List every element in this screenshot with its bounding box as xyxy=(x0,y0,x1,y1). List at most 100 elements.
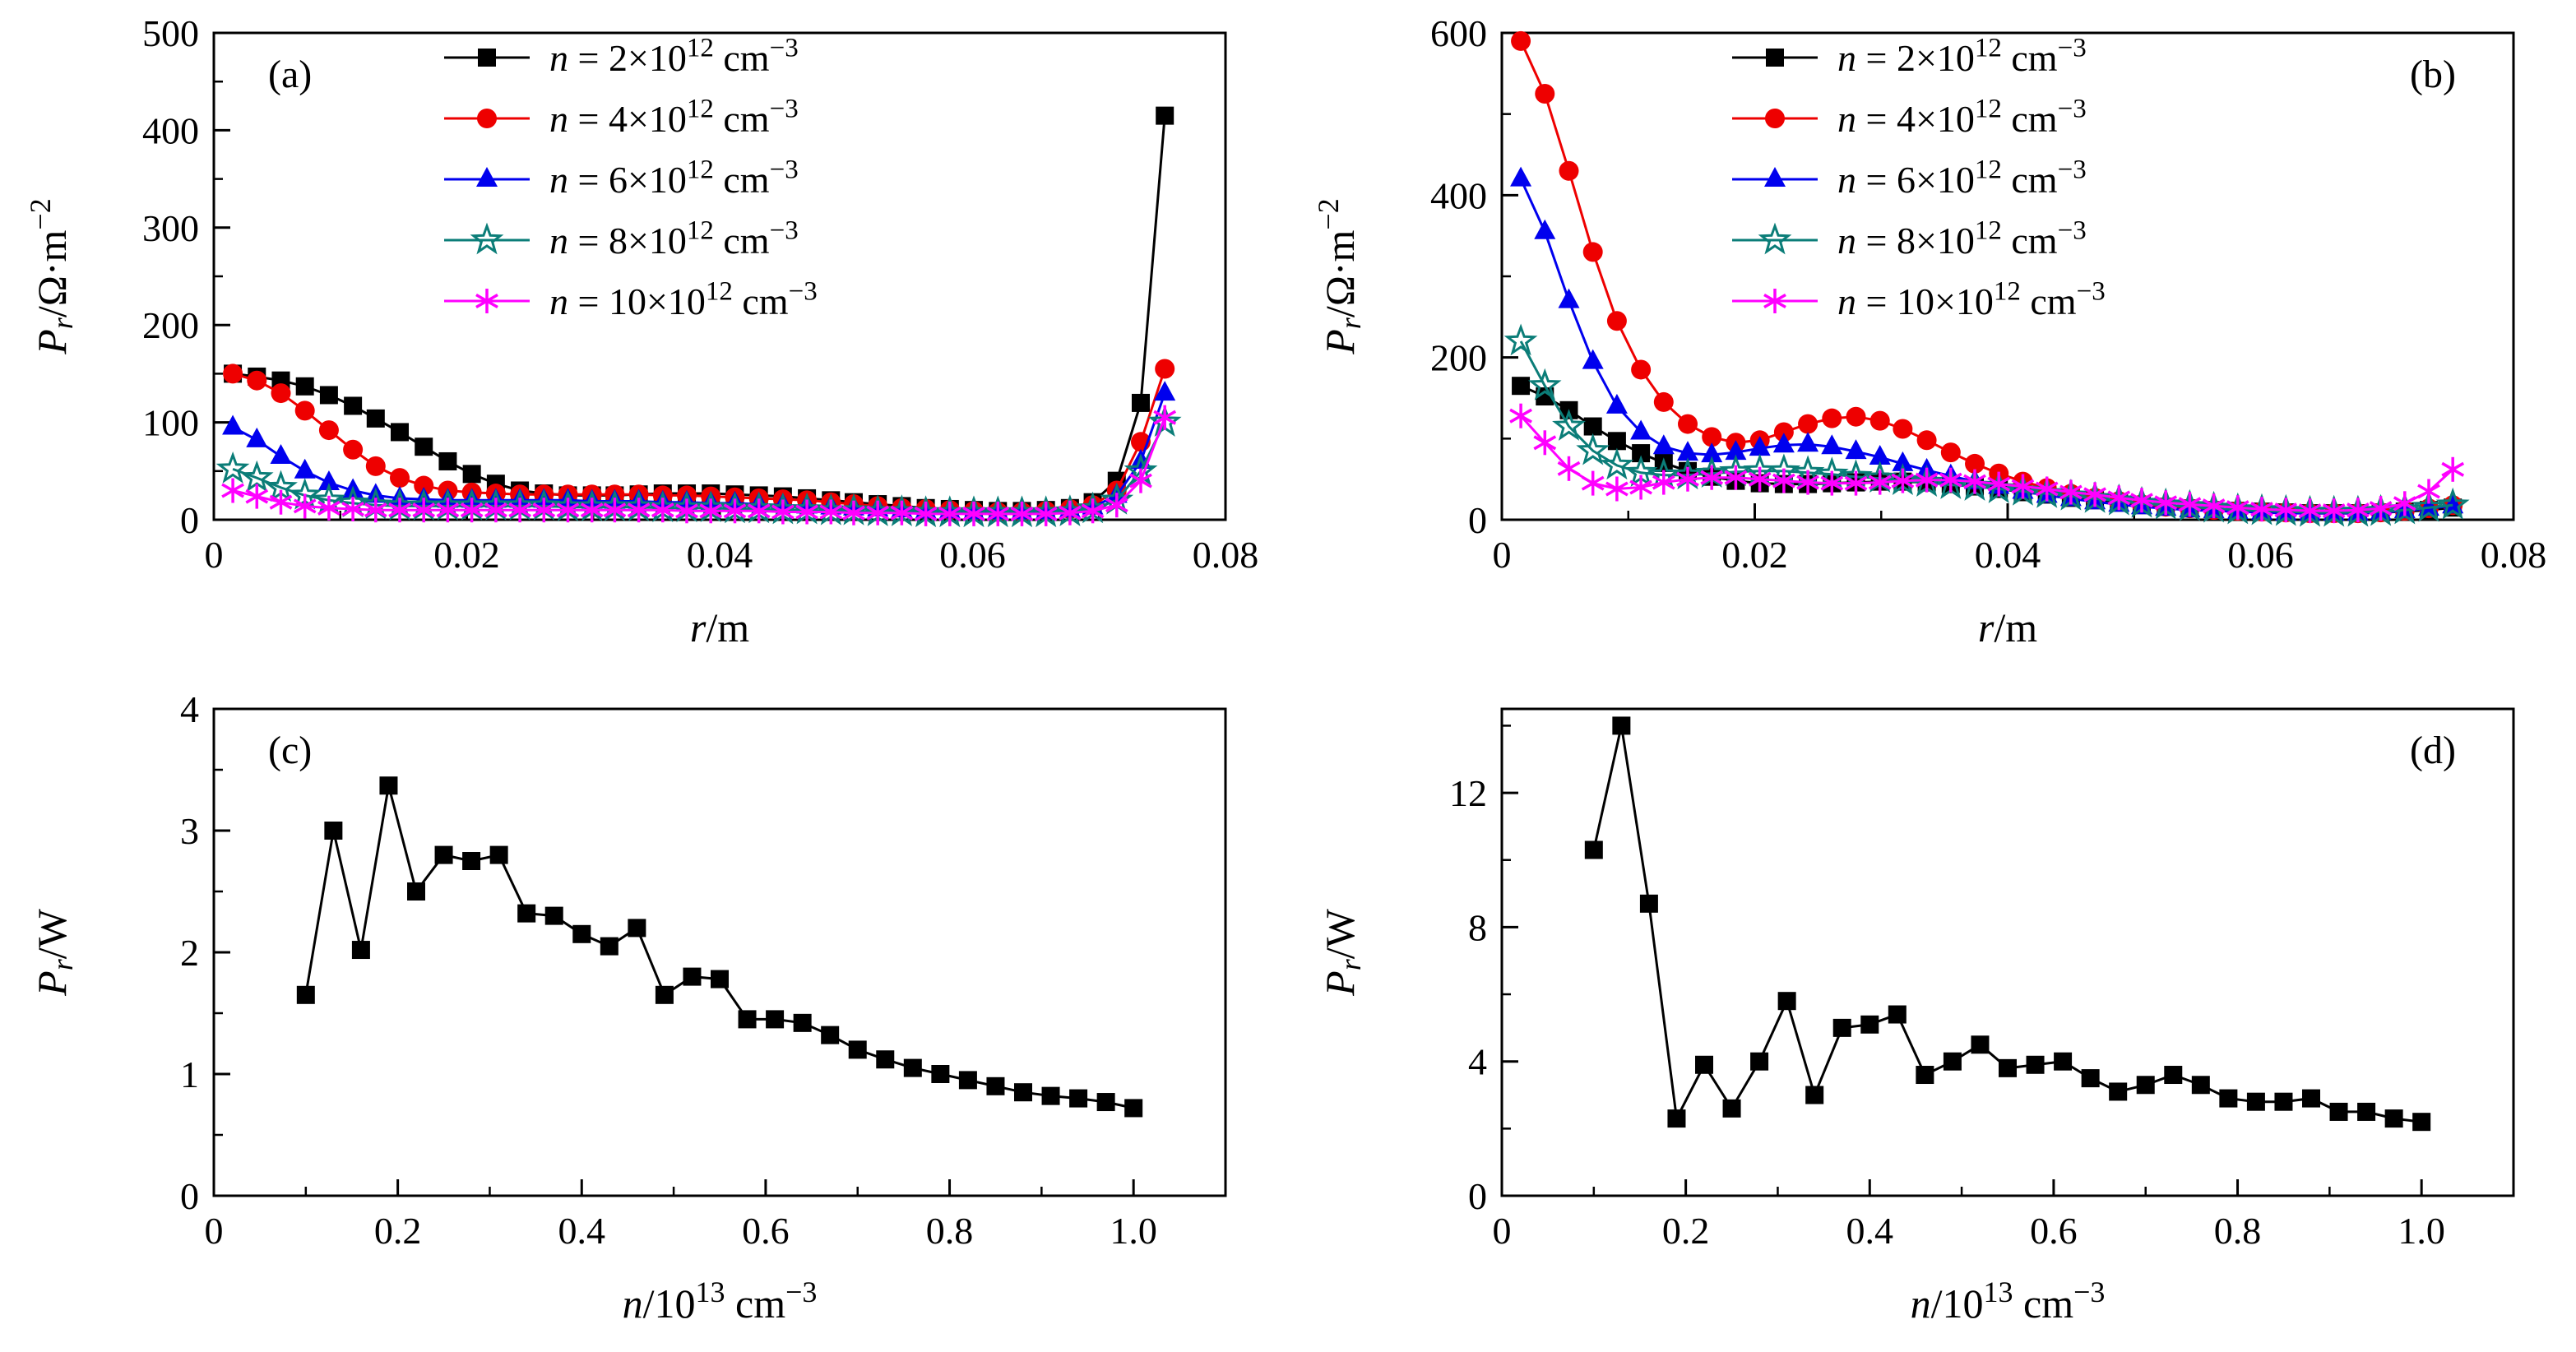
svg-text:n = 8×1012 cm−3: n = 8×1012 cm−3 xyxy=(549,216,799,262)
square-marker xyxy=(1041,1086,1060,1105)
asterisk-marker xyxy=(2202,498,2226,514)
plot-d: 0 0.2 0.4 0.6 0.8 1.0 0 4 8 12 n/1013 cm−3 Pr/W (d) xyxy=(1317,707,2515,1327)
square-marker xyxy=(2384,1109,2403,1128)
star-marker xyxy=(1552,409,1586,441)
svg-text:0.08: 0.08 xyxy=(2481,534,2547,576)
star-marker xyxy=(215,451,250,484)
asterisk-marker xyxy=(699,503,723,519)
asterisk-marker xyxy=(2322,503,2346,519)
svg-text:Pr/Ω·m−2: Pr/Ω·m−2 xyxy=(24,198,79,354)
triangle-marker xyxy=(1892,451,1914,471)
square-marker xyxy=(711,970,729,989)
asterisk-marker xyxy=(651,502,674,518)
circle-marker xyxy=(477,109,497,128)
asterisk-marker xyxy=(1700,470,1724,485)
svg-text:0.02: 0.02 xyxy=(1721,534,1788,576)
asterisk-marker xyxy=(747,503,771,519)
asterisk-marker xyxy=(556,502,580,518)
circle-marker xyxy=(1582,242,1603,262)
square-marker xyxy=(1512,377,1531,396)
square-marker xyxy=(344,396,363,415)
circle-marker xyxy=(1773,422,1794,442)
axes-frame xyxy=(1500,707,2515,1197)
square-marker xyxy=(2191,1076,2210,1095)
circle-marker xyxy=(223,363,243,384)
square-marker xyxy=(1695,1055,1713,1074)
triangle-marker xyxy=(246,427,268,447)
square-marker xyxy=(958,1071,977,1090)
circle-marker xyxy=(343,439,364,460)
square-marker xyxy=(1131,393,1150,412)
asterisk-marker xyxy=(1724,470,1748,485)
square-marker xyxy=(2026,1055,2045,1074)
square-marker xyxy=(1888,1005,1907,1024)
triangle-marker xyxy=(1582,349,1604,369)
asterisk-marker xyxy=(436,502,460,518)
svg-text:2: 2 xyxy=(180,932,199,974)
square-marker xyxy=(1832,1018,1851,1037)
square-marker xyxy=(903,1058,922,1077)
asterisk-marker xyxy=(2274,502,2298,518)
svg-text:3: 3 xyxy=(180,810,199,852)
svg-text:400: 400 xyxy=(142,109,199,151)
square-marker xyxy=(1999,1058,2017,1077)
square-marker xyxy=(931,1065,950,1083)
asterisk-marker xyxy=(2298,503,2322,519)
asterisk-marker xyxy=(2393,496,2416,512)
square-marker xyxy=(544,906,563,925)
svg-text:0: 0 xyxy=(1493,534,1512,576)
svg-text:0: 0 xyxy=(1493,1210,1512,1252)
circle-marker xyxy=(1606,311,1627,331)
square-marker xyxy=(351,941,370,960)
svg-text:600: 600 xyxy=(1430,12,1487,54)
star-marker xyxy=(1503,323,1538,356)
svg-text:n = 4×1012 cm−3: n = 4×1012 cm−3 xyxy=(549,95,799,141)
asterisk-marker xyxy=(1844,475,1868,491)
square-marker xyxy=(600,937,619,956)
square-marker xyxy=(1156,106,1174,125)
asterisk-marker xyxy=(2011,479,2035,494)
square-marker xyxy=(876,1050,895,1069)
svg-text:4: 4 xyxy=(180,688,199,730)
square-marker xyxy=(415,438,433,456)
svg-text:n/1013 cm−3: n/1013 cm−3 xyxy=(1911,1276,2106,1327)
asterisk-marker xyxy=(627,502,651,518)
star-marker xyxy=(470,222,504,255)
asterisk-marker xyxy=(2369,501,2393,516)
asterisk-marker xyxy=(532,502,556,518)
asterisk-marker xyxy=(341,501,364,517)
triangle-marker xyxy=(476,167,498,187)
square-marker xyxy=(517,904,536,923)
asterisk-marker xyxy=(1820,475,1844,491)
asterisk-marker xyxy=(388,502,411,518)
asterisk-marker xyxy=(1772,473,1795,488)
asterisk-marker xyxy=(2250,502,2273,517)
square-marker xyxy=(319,386,338,405)
triangle-marker xyxy=(1510,166,1532,187)
square-marker xyxy=(2357,1102,2376,1121)
svg-text:n = 2×1012 cm−3: n = 2×1012 cm−3 xyxy=(1837,34,2087,80)
square-marker xyxy=(2109,1082,2128,1101)
asterisk-marker xyxy=(914,506,938,521)
plot-c: 0 0.2 0.4 0.6 0.8 1.0 0 1 2 3 4 n/1013 cm−3 Pr/W (c) xyxy=(29,688,1227,1327)
svg-text:Pr/Ω·m−2: Pr/Ω·m−2 xyxy=(1312,198,1367,354)
svg-text:100: 100 xyxy=(142,402,199,444)
square-marker xyxy=(1014,1083,1032,1102)
svg-text:0.6: 0.6 xyxy=(2030,1210,2078,1252)
square-marker xyxy=(2329,1102,2348,1121)
svg-text:n/1013 cm−3: n/1013 cm−3 xyxy=(623,1276,818,1327)
square-marker xyxy=(1722,1099,1741,1118)
asterisk-marker xyxy=(1081,503,1105,519)
asterisk-marker xyxy=(2178,497,2202,512)
plot-b: 0 0.02 0.04 0.06 0.08 0 200 400 600 r/m Pr/Ω·m−2 (b… xyxy=(1312,12,2547,651)
triangle-marker xyxy=(1701,442,1723,463)
asterisk-marker xyxy=(1533,435,1557,451)
asterisk-marker xyxy=(771,504,795,520)
series-line-square xyxy=(304,785,1134,1109)
triangle-marker xyxy=(1772,433,1795,453)
asterisk-marker xyxy=(1939,472,1962,488)
svg-text:500: 500 xyxy=(142,12,199,54)
asterisk-marker xyxy=(245,488,269,504)
svg-text:8: 8 xyxy=(1468,906,1487,948)
asterisk-marker xyxy=(1105,498,1128,513)
